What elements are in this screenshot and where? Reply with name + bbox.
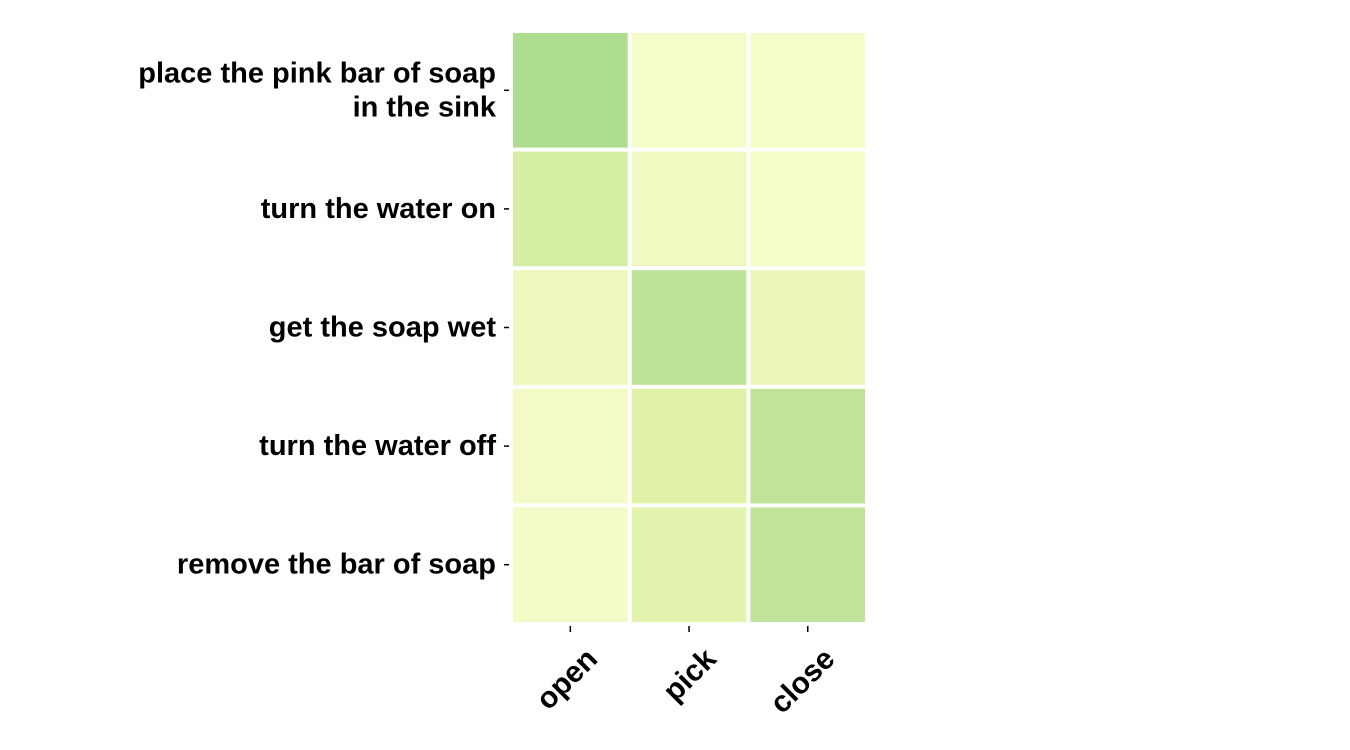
heatmap-cells: [513, 33, 866, 622]
heatmap-cell-r2-c2: [631, 151, 747, 267]
heatmap-cell-r3-c2: [631, 270, 747, 385]
heatmap-cell-r2-c1: [513, 151, 628, 267]
heatmap-cell-r3-c3: [750, 270, 866, 385]
y-tick-label: place the pink bar of soap in the sink: [138, 57, 497, 123]
heatmap-cell-r5-c1: [513, 507, 628, 622]
x-tick-label: close: [764, 642, 842, 720]
heatmap-cell-r1-c2: [631, 33, 747, 148]
heatmap-cell-r5-c2: [631, 507, 747, 622]
y-tick-label-line: place the pink bar of soap: [138, 57, 496, 89]
x-tick-label: open: [530, 642, 604, 716]
y-axis: place the pink bar of soap in the sink tur…: [138, 57, 509, 581]
heatmap-cell-r4-c1: [513, 388, 628, 504]
heatmap-cell-r1-c3: [750, 33, 866, 148]
heatmap-cell-r1-c1: [513, 33, 628, 148]
y-tick-label: turn the water off: [259, 430, 496, 462]
y-tick-label-line: in the sink: [353, 91, 497, 123]
heatmap-cell-r3-c1: [513, 270, 628, 385]
heatmap-cell-r4-c3: [750, 388, 866, 504]
heatmap-cell-r5-c3: [750, 507, 866, 622]
y-tick-label: turn the water on: [261, 193, 496, 225]
y-tick-label: get the soap wet: [269, 312, 497, 344]
y-tick-label-line: remove the bar of soap: [177, 549, 496, 581]
x-axis: open pick close: [530, 626, 841, 720]
heatmap-cell-r4-c2: [631, 388, 747, 504]
x-tick-label: pick: [657, 642, 723, 708]
y-tick-label-line: get the soap wet: [269, 312, 497, 344]
y-tick-label-line: turn the water off: [259, 430, 496, 462]
heatmap-cell-r2-c3: [750, 151, 866, 267]
y-tick-label-line: turn the water on: [261, 193, 496, 225]
y-tick-label: remove the bar of soap: [177, 549, 496, 581]
